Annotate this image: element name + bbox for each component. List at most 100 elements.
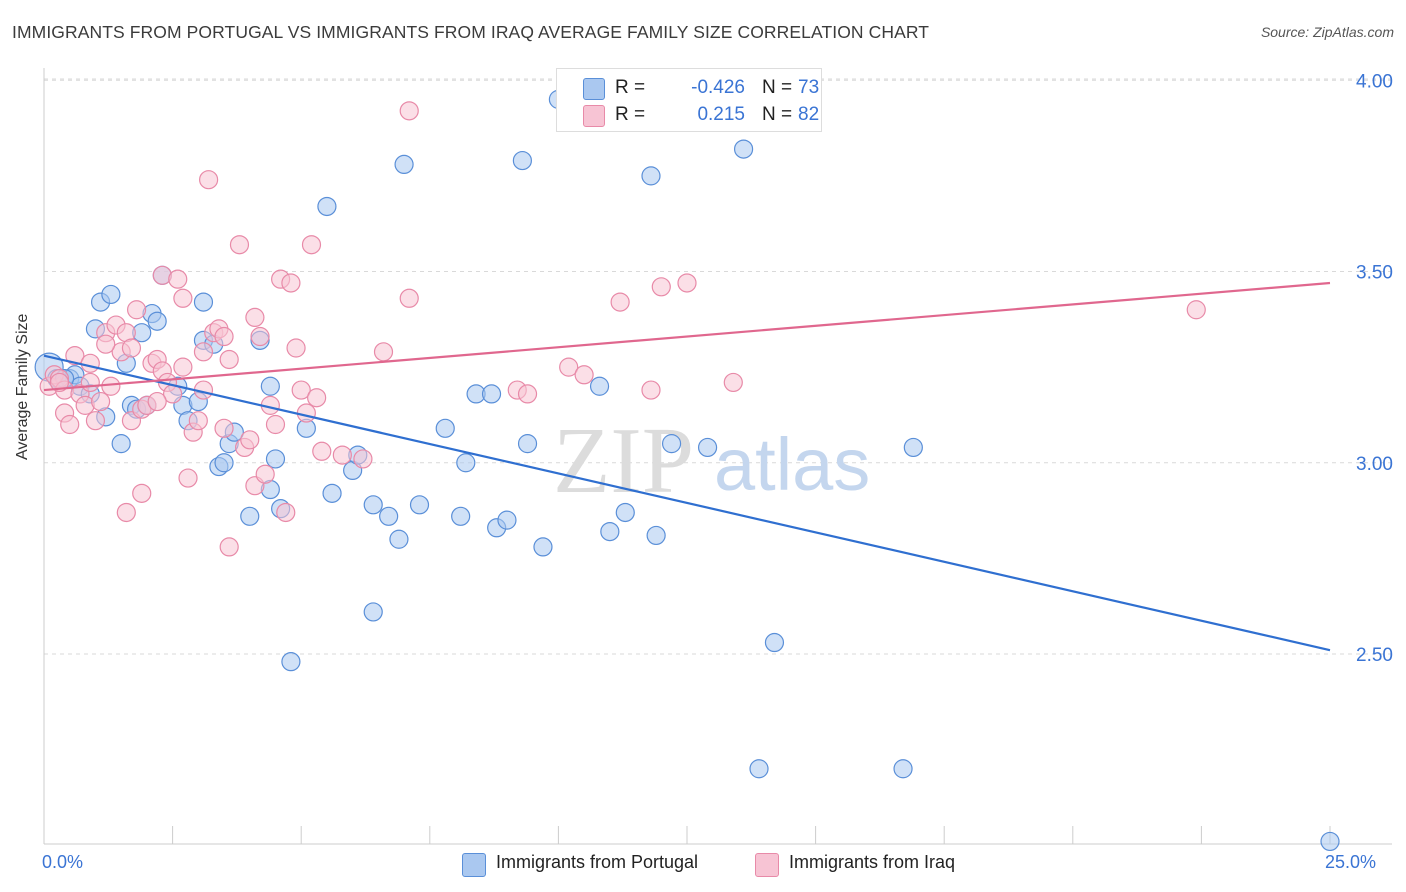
portugal-point: [111, 434, 131, 454]
iraq-point: [219, 349, 239, 370]
y-tick-labels: 2.50 3.00 3.50 4.00: [1356, 71, 1393, 666]
portugal-point: [394, 154, 414, 174]
iraq-point: [65, 346, 85, 366]
portugal-point: [646, 525, 666, 546]
iraq-point: [168, 269, 188, 289]
n-label: N =: [762, 104, 793, 125]
iraq-point: [574, 365, 594, 385]
portugal-point: [101, 284, 121, 305]
iraq-point: [173, 357, 193, 377]
portugal-point: [512, 150, 532, 171]
y-tick-label: 2.50: [1356, 645, 1393, 666]
iraq-point: [307, 388, 327, 408]
portugal-r-value: -0.426: [691, 77, 745, 98]
portugal-point: [697, 437, 718, 458]
portugal-point: [409, 495, 430, 515]
iraq-r-value: 0.215: [697, 104, 745, 125]
axes: [43, 68, 1392, 845]
portugal-point: [260, 376, 280, 396]
portugal-point: [322, 483, 342, 503]
iraq-point: [610, 292, 630, 312]
y-tick-label: 4.00: [1356, 71, 1393, 92]
y-tick-label: 3.00: [1356, 454, 1393, 475]
iraq-point: [214, 326, 234, 347]
portugal-swatch: [583, 78, 605, 100]
iraq-trend-line: [43, 281, 1331, 392]
iraq-point: [193, 342, 214, 362]
iraq-point: [173, 288, 193, 308]
iraq-legend-swatch: [755, 853, 779, 877]
grid-lines: [44, 78, 1392, 655]
watermark-zip: ZIP: [553, 409, 694, 513]
portugal-point: [1320, 831, 1340, 852]
portugal-point: [764, 632, 785, 653]
iraq-point: [85, 411, 106, 431]
iraq-point: [1186, 300, 1206, 320]
n-label: N =: [762, 77, 793, 98]
portugal-point: [435, 418, 455, 438]
iraq-point: [399, 288, 419, 308]
iraq-point: [121, 338, 142, 358]
x-min-label: 0.0%: [42, 852, 84, 872]
iraq-point: [312, 441, 332, 461]
iraq-point: [250, 326, 270, 347]
chart-title: IMMIGRANTS FROM PORTUGAL VS IMMIGRANTS F…: [12, 22, 930, 42]
iraq-point: [90, 391, 111, 412]
source-note: Source: ZipAtlas.com: [1260, 24, 1394, 40]
iraq-point: [199, 170, 219, 190]
iraq-point: [399, 101, 419, 121]
iraq-point: [276, 502, 296, 523]
r-label: R =: [615, 104, 646, 125]
iraq-point: [147, 391, 167, 412]
iraq-point: [559, 357, 579, 377]
portugal-point: [641, 166, 661, 186]
portugal-legend-label: Immigrants from Portugal: [496, 852, 699, 872]
iraq-point: [281, 273, 301, 293]
iraq-point: [188, 411, 208, 431]
correlation-legend: R = -0.426 N = 73 R = 0.215 N = 82: [556, 68, 822, 132]
portugal-point: [615, 502, 635, 523]
iraq-point: [677, 273, 697, 293]
portugal-point: [281, 652, 301, 672]
portugal-point: [363, 495, 383, 515]
iraq-point: [651, 277, 671, 297]
portugal-point: [147, 311, 167, 331]
iraq-point: [49, 372, 70, 393]
portugal-point: [379, 506, 399, 526]
iraq-point: [126, 300, 147, 320]
iraq-point: [60, 414, 80, 435]
iraq-point: [332, 445, 352, 465]
iraq-point: [245, 307, 265, 327]
iraq-point: [80, 372, 100, 393]
portugal-point: [533, 537, 553, 557]
portugal-point: [317, 196, 337, 217]
x-max-label: 25.0%: [1325, 852, 1377, 872]
trend-lines: [43, 281, 1331, 652]
portugal-point: [389, 529, 409, 549]
portugal-point: [481, 384, 502, 404]
iraq-legend-label: Immigrants from Iraq: [789, 852, 956, 872]
watermark: ZIP atlas: [553, 409, 870, 513]
iraq-point: [723, 372, 743, 393]
iraq-point: [517, 384, 538, 404]
iraq-point: [132, 483, 152, 503]
iraq-point: [219, 537, 239, 557]
portugal-point: [214, 453, 234, 473]
iraq-point: [96, 334, 116, 354]
portugal-point: [893, 759, 913, 779]
watermark-atlas: atlas: [714, 423, 870, 506]
iraq-point: [265, 414, 286, 435]
iraq-point: [240, 430, 260, 450]
portugal-n-value: 73: [798, 77, 820, 98]
portugal-point: [240, 506, 260, 526]
portugal-point: [497, 510, 517, 530]
portugal-trend-line: [43, 354, 1331, 652]
portugal-point: [661, 434, 682, 454]
iraq-point: [80, 353, 100, 373]
portugal-point: [265, 449, 286, 469]
iraq-point: [101, 376, 121, 396]
iraq-point: [229, 235, 250, 255]
portugal-point: [903, 437, 923, 458]
iraq-point: [214, 418, 234, 438]
portugal-point: [733, 139, 754, 159]
